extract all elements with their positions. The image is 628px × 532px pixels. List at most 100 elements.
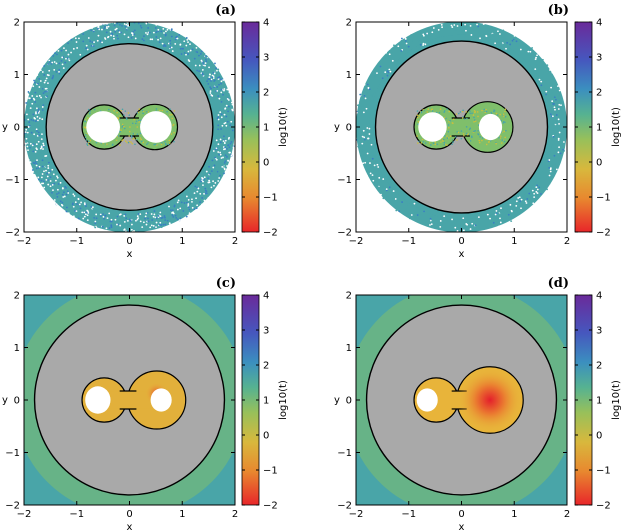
interior-speck — [131, 122, 134, 125]
field-speck — [202, 184, 204, 187]
field-speck — [474, 215, 477, 218]
interior-speck — [477, 133, 479, 135]
interior-speck — [159, 109, 161, 112]
field-speck — [117, 37, 119, 40]
field-speck — [52, 75, 55, 77]
field-speck — [515, 204, 518, 207]
field-speck — [44, 79, 47, 82]
field-speck — [53, 61, 56, 63]
y-tick-label: 2 — [14, 18, 20, 29]
field-speck — [379, 181, 382, 183]
interior-speck — [439, 108, 442, 110]
field-speck — [400, 50, 403, 52]
field-speck — [364, 97, 367, 100]
field-speck — [119, 224, 122, 227]
field-speck — [230, 120, 233, 123]
hole-1 — [478, 113, 503, 141]
interior-speck — [485, 108, 487, 111]
field-speck — [208, 179, 211, 182]
field-speck — [215, 67, 218, 70]
field-speck — [132, 30, 135, 33]
field-speck — [230, 141, 233, 143]
field-speck — [217, 124, 220, 127]
field-speck — [536, 192, 539, 194]
field-speck — [414, 211, 417, 214]
field-speck — [36, 107, 38, 110]
field-speck — [362, 162, 365, 165]
field-speck — [116, 34, 118, 37]
interior-speck — [483, 108, 486, 111]
interior-speck — [420, 111, 423, 114]
field-speck — [374, 155, 377, 158]
colorbar-tick-label: 2 — [263, 361, 269, 372]
field-speck — [555, 114, 558, 116]
field-speck — [196, 194, 199, 196]
field-speck — [469, 224, 472, 227]
field-speck — [500, 42, 503, 45]
field-speck — [221, 165, 224, 168]
field-speck — [185, 53, 187, 56]
field-speck — [171, 209, 174, 212]
field-speck — [469, 24, 472, 27]
interior-speck — [504, 136, 506, 139]
field-speck — [218, 83, 220, 86]
field-speck — [509, 43, 512, 46]
field-speck — [170, 35, 173, 38]
field-speck — [150, 213, 153, 215]
field-speck — [27, 126, 30, 129]
field-speck — [92, 207, 95, 210]
interior-speck — [463, 134, 465, 137]
field-speck — [212, 166, 215, 169]
colorbar-tick-label: −2 — [596, 501, 611, 512]
field-speck — [536, 188, 539, 191]
field-speck — [76, 47, 79, 49]
interior-speck — [465, 132, 468, 135]
field-speck — [486, 226, 489, 229]
field-speck — [164, 45, 167, 47]
y-tick-label: 2 — [346, 291, 352, 302]
field-speck — [205, 170, 208, 173]
field-speck — [72, 205, 75, 208]
field-speck — [227, 159, 229, 162]
field-speck — [395, 209, 398, 212]
field-speck — [209, 90, 212, 93]
field-speck — [104, 25, 106, 28]
interior-speck — [460, 130, 463, 132]
field-speck — [41, 106, 44, 108]
field-speck — [101, 41, 103, 44]
field-speck — [187, 206, 190, 209]
field-speck — [55, 55, 57, 57]
x-axis-label: x — [127, 522, 133, 532]
field-speck — [58, 62, 61, 65]
field-speck — [372, 179, 375, 182]
field-speck — [31, 105, 34, 108]
interior-speck — [431, 110, 434, 112]
field-speck — [40, 172, 43, 175]
interior-speck — [130, 136, 133, 138]
field-speck — [40, 89, 43, 92]
interior-speck — [456, 139, 458, 141]
x-tick-label: 0 — [458, 509, 464, 520]
field-speck — [545, 90, 548, 93]
field-speck — [107, 25, 110, 28]
interior-speck — [449, 135, 452, 138]
field-speck — [53, 201, 56, 204]
field-speck — [367, 137, 369, 140]
interior-speck — [139, 137, 142, 139]
y-tick-label: −2 — [5, 501, 20, 512]
field-speck — [549, 69, 551, 71]
interior-speck — [476, 111, 479, 113]
field-speck — [174, 43, 177, 45]
field-speck — [507, 213, 510, 216]
field-speck — [227, 144, 229, 147]
field-speck — [38, 86, 41, 88]
y-tick-label: 0 — [346, 123, 352, 134]
field-speck — [57, 50, 60, 52]
field-speck — [524, 200, 527, 203]
y-tick-label: 1 — [346, 343, 352, 354]
field-speck — [60, 208, 63, 210]
interior-speck — [481, 139, 483, 142]
interior-speck — [443, 110, 446, 112]
field-speck — [155, 31, 158, 34]
field-speck — [481, 214, 484, 217]
